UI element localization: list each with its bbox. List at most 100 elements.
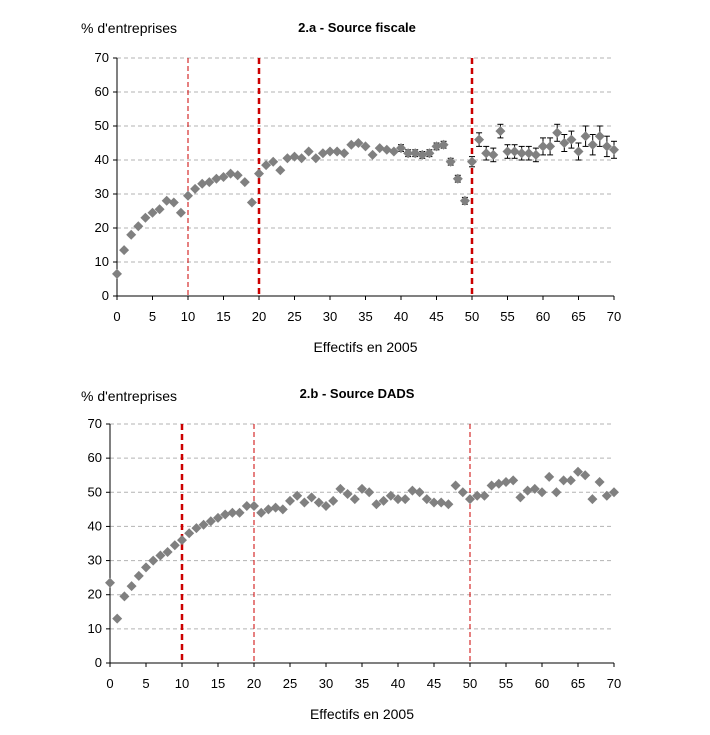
data-point <box>277 504 288 515</box>
x-tick-label: 15 <box>216 309 230 324</box>
data-point <box>310 153 321 164</box>
y-tick-label: 0 <box>102 288 109 303</box>
data-point <box>407 485 418 496</box>
data-point <box>488 149 499 160</box>
data-point <box>438 139 449 150</box>
data-point <box>282 153 293 164</box>
data-point <box>523 148 534 159</box>
data-point <box>140 212 151 223</box>
data-point <box>126 581 137 592</box>
data-point <box>378 495 389 506</box>
data-point <box>198 519 209 530</box>
data-point <box>400 494 411 505</box>
data-point <box>234 507 245 518</box>
data-point <box>538 141 548 152</box>
data-point <box>558 475 569 486</box>
data-point <box>493 478 504 489</box>
data-point <box>552 127 563 138</box>
x-tick-label: 50 <box>465 309 479 324</box>
x-tick-label: 35 <box>355 676 369 691</box>
x-tick-label: 70 <box>607 676 621 691</box>
data-point <box>270 502 281 513</box>
data-point <box>360 141 371 152</box>
data-point <box>227 507 238 518</box>
y-tick-label: 20 <box>88 587 102 602</box>
data-point <box>126 229 137 240</box>
data-point <box>249 500 259 511</box>
data-point <box>263 504 274 515</box>
x-axis-label: Effectifs en 2005 <box>310 706 414 722</box>
data-point <box>465 494 475 505</box>
data-point <box>147 207 158 218</box>
chart-b: 0 10 20 30 40 50 60 70 0 5 10 15 20 25 30 35 40 45 50 55 60 6… <box>81 386 621 722</box>
data-point <box>346 139 357 150</box>
data-point <box>154 204 165 215</box>
data-point <box>254 168 264 179</box>
data-point <box>353 138 364 148</box>
data-point <box>436 497 447 508</box>
data-point <box>357 483 367 494</box>
data-point <box>502 146 513 157</box>
data-point <box>566 134 577 145</box>
data-point <box>285 495 295 506</box>
data-point <box>339 148 350 159</box>
data-point <box>594 131 605 142</box>
data-point <box>443 499 454 510</box>
data-point <box>508 475 519 486</box>
x-tick-label: 60 <box>536 309 550 324</box>
data-point <box>119 591 130 602</box>
data-point <box>431 141 442 152</box>
data-point <box>275 165 286 176</box>
y-tick-label: 40 <box>95 152 109 167</box>
y-tick-label: 20 <box>95 220 109 235</box>
data-point <box>292 490 303 501</box>
data-point <box>424 148 435 159</box>
data-point <box>421 494 432 505</box>
x-tick-label: 55 <box>500 309 514 324</box>
data-point <box>410 148 421 159</box>
data-point <box>601 490 612 501</box>
data-point <box>530 149 541 160</box>
y-tick-label: 10 <box>88 621 102 636</box>
data-point <box>213 512 223 523</box>
data-point <box>516 148 527 159</box>
data-point <box>474 134 485 145</box>
data-point <box>587 494 598 505</box>
data-point <box>371 499 382 510</box>
x-tick-label: 25 <box>287 309 301 324</box>
y-tick-label: 50 <box>95 118 109 133</box>
x-axis-label: Effectifs en 2005 <box>313 339 417 355</box>
x-tick-label: 40 <box>394 309 408 324</box>
x-tick-label: 65 <box>571 676 585 691</box>
data-point <box>168 197 179 208</box>
data-point <box>317 148 328 159</box>
y-axis-label: % d'entreprises <box>81 388 177 404</box>
y-axis-label: % d'entreprises <box>81 20 177 36</box>
data-point <box>205 516 216 527</box>
y-tick-label: 70 <box>95 50 109 65</box>
data-point <box>374 143 385 154</box>
x-tick-label: 50 <box>463 676 477 691</box>
x-tick-label: 35 <box>358 309 372 324</box>
y-tick-label: 50 <box>88 484 102 499</box>
data-point <box>452 173 463 184</box>
x-tick-label: 0 <box>106 676 113 691</box>
data-point <box>601 141 612 152</box>
data-point <box>457 487 468 498</box>
data-point <box>184 528 195 539</box>
data-point <box>559 138 570 148</box>
x-tick-label: 10 <box>175 676 189 691</box>
y-tick-label: 30 <box>88 553 102 568</box>
y-tick-label: 60 <box>88 450 102 465</box>
data-point <box>220 509 231 520</box>
data-point <box>417 149 428 160</box>
x-tick-label: 40 <box>391 676 405 691</box>
x-tick-label: 20 <box>247 676 261 691</box>
data-point <box>133 221 144 232</box>
data-point <box>105 577 115 588</box>
data-point <box>467 156 477 167</box>
y-tick-label: 30 <box>95 186 109 201</box>
x-tick-label: 5 <box>142 676 149 691</box>
data-point <box>385 490 396 501</box>
